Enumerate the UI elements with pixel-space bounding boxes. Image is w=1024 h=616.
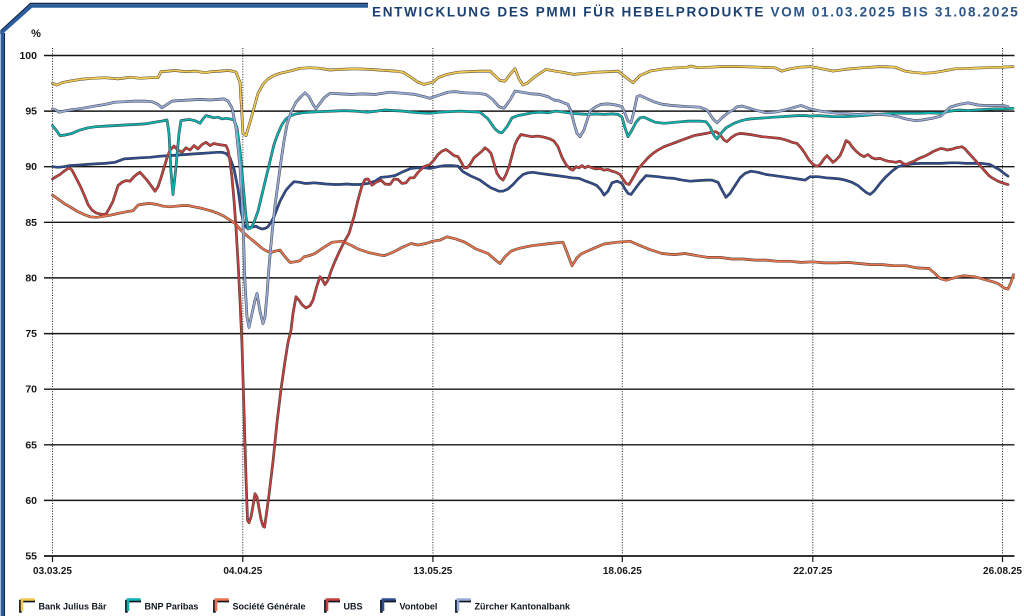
svg-text:100: 100 bbox=[19, 50, 37, 62]
svg-text:%: % bbox=[31, 28, 41, 40]
svg-text:75: 75 bbox=[25, 328, 37, 340]
svg-text:90: 90 bbox=[25, 161, 37, 173]
svg-text:03.03.25: 03.03.25 bbox=[33, 566, 72, 577]
svg-text:UBS: UBS bbox=[344, 602, 363, 612]
svg-text:13.05.25: 13.05.25 bbox=[413, 566, 452, 577]
svg-text:Bank Julius Bär: Bank Julius Bär bbox=[39, 602, 108, 612]
svg-text:Vontobel: Vontobel bbox=[400, 602, 438, 612]
svg-text:ENTWICKLUNG DES PMMI FÜR HEBEL: ENTWICKLUNG DES PMMI FÜR HEBELPRODUKTE V… bbox=[372, 5, 1020, 20]
svg-text:80: 80 bbox=[25, 272, 37, 284]
svg-text:95: 95 bbox=[25, 106, 37, 118]
svg-text:Société Générale: Société Générale bbox=[233, 602, 306, 612]
svg-text:70: 70 bbox=[25, 384, 37, 396]
svg-text:22.07.25: 22.07.25 bbox=[793, 566, 832, 577]
svg-text:Zürcher Kantonalbank: Zürcher Kantonalbank bbox=[475, 602, 572, 612]
svg-text:55: 55 bbox=[25, 551, 37, 563]
svg-text:18.06.25: 18.06.25 bbox=[603, 566, 642, 577]
svg-text:65: 65 bbox=[25, 439, 37, 451]
svg-text:26.08.25: 26.08.25 bbox=[983, 566, 1022, 577]
svg-text:85: 85 bbox=[25, 217, 37, 229]
svg-text:BNP Paribas: BNP Paribas bbox=[145, 602, 199, 612]
svg-text:04.04.25: 04.04.25 bbox=[223, 566, 262, 577]
svg-text:60: 60 bbox=[25, 495, 37, 507]
